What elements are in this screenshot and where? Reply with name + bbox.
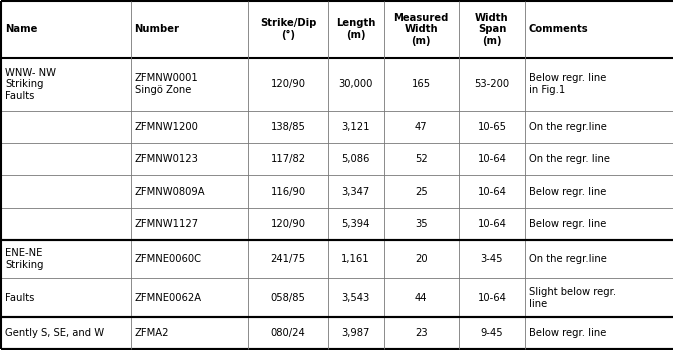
Text: 47: 47 [415, 122, 427, 132]
Text: 10-64: 10-64 [478, 154, 506, 164]
Text: 120/90: 120/90 [271, 79, 306, 89]
Text: Width
Span
(m): Width Span (m) [475, 13, 509, 46]
Text: 30,000: 30,000 [339, 79, 373, 89]
Text: ENE-NE
Striking: ENE-NE Striking [5, 248, 44, 270]
Text: 058/85: 058/85 [271, 293, 306, 303]
Text: On the regr.line: On the regr.line [529, 122, 607, 132]
Text: 3-45: 3-45 [481, 254, 503, 264]
Text: ZFMNW0123: ZFMNW0123 [135, 154, 199, 164]
Text: Measured
Width
(m): Measured Width (m) [394, 13, 449, 46]
Text: 241/75: 241/75 [271, 254, 306, 264]
Text: 138/85: 138/85 [271, 122, 306, 132]
Text: 116/90: 116/90 [271, 187, 306, 196]
Text: 20: 20 [415, 254, 427, 264]
Text: 3,987: 3,987 [341, 328, 370, 338]
Text: Below regr. line: Below regr. line [529, 328, 606, 338]
Text: 10-65: 10-65 [477, 122, 507, 132]
Text: 10-64: 10-64 [478, 219, 506, 229]
Text: Faults: Faults [5, 293, 35, 303]
Text: 10-64: 10-64 [478, 293, 506, 303]
Text: 9-45: 9-45 [481, 328, 503, 338]
Text: 3,543: 3,543 [342, 293, 369, 303]
Text: WNW- NW
Striking
Faults: WNW- NW Striking Faults [5, 68, 57, 101]
Text: ZFMA2: ZFMA2 [135, 328, 169, 338]
Text: Name: Name [5, 24, 38, 34]
Text: Below regr. line: Below regr. line [529, 187, 606, 196]
Text: ZFMNW1200: ZFMNW1200 [135, 122, 199, 132]
Text: 1,161: 1,161 [341, 254, 370, 264]
Text: Number: Number [135, 24, 180, 34]
Text: 53-200: 53-200 [474, 79, 509, 89]
Text: 080/24: 080/24 [271, 328, 306, 338]
Text: 52: 52 [415, 154, 427, 164]
Text: 5,086: 5,086 [341, 154, 370, 164]
Text: Length
(m): Length (m) [336, 18, 376, 40]
Text: Below regr. line
in Fig.1: Below regr. line in Fig.1 [529, 74, 606, 95]
Text: 44: 44 [415, 293, 427, 303]
Text: ZFMNE0060C: ZFMNE0060C [135, 254, 202, 264]
Text: Slight below regr.
line: Slight below regr. line [529, 287, 616, 309]
Text: 117/82: 117/82 [271, 154, 306, 164]
Text: 3,347: 3,347 [342, 187, 369, 196]
Text: 10-64: 10-64 [478, 187, 506, 196]
Text: 35: 35 [415, 219, 427, 229]
Text: Below regr. line: Below regr. line [529, 219, 606, 229]
Text: 120/90: 120/90 [271, 219, 306, 229]
Text: Gently S, SE, and W: Gently S, SE, and W [5, 328, 104, 338]
Text: 23: 23 [415, 328, 427, 338]
Text: ZFMNE0062A: ZFMNE0062A [135, 293, 202, 303]
Text: ZFMNW0809A: ZFMNW0809A [135, 187, 205, 196]
Text: 5,394: 5,394 [341, 219, 370, 229]
Text: Strike/Dip
(°): Strike/Dip (°) [260, 18, 316, 40]
Text: Comments: Comments [529, 24, 589, 34]
Text: 165: 165 [412, 79, 431, 89]
Text: 25: 25 [415, 187, 427, 196]
Text: On the regr. line: On the regr. line [529, 154, 610, 164]
Text: On the regr.line: On the regr.line [529, 254, 607, 264]
Text: ZFMNW1127: ZFMNW1127 [135, 219, 199, 229]
Text: 3,121: 3,121 [341, 122, 370, 132]
Text: ZFMNW0001
Singö Zone: ZFMNW0001 Singö Zone [135, 74, 199, 95]
